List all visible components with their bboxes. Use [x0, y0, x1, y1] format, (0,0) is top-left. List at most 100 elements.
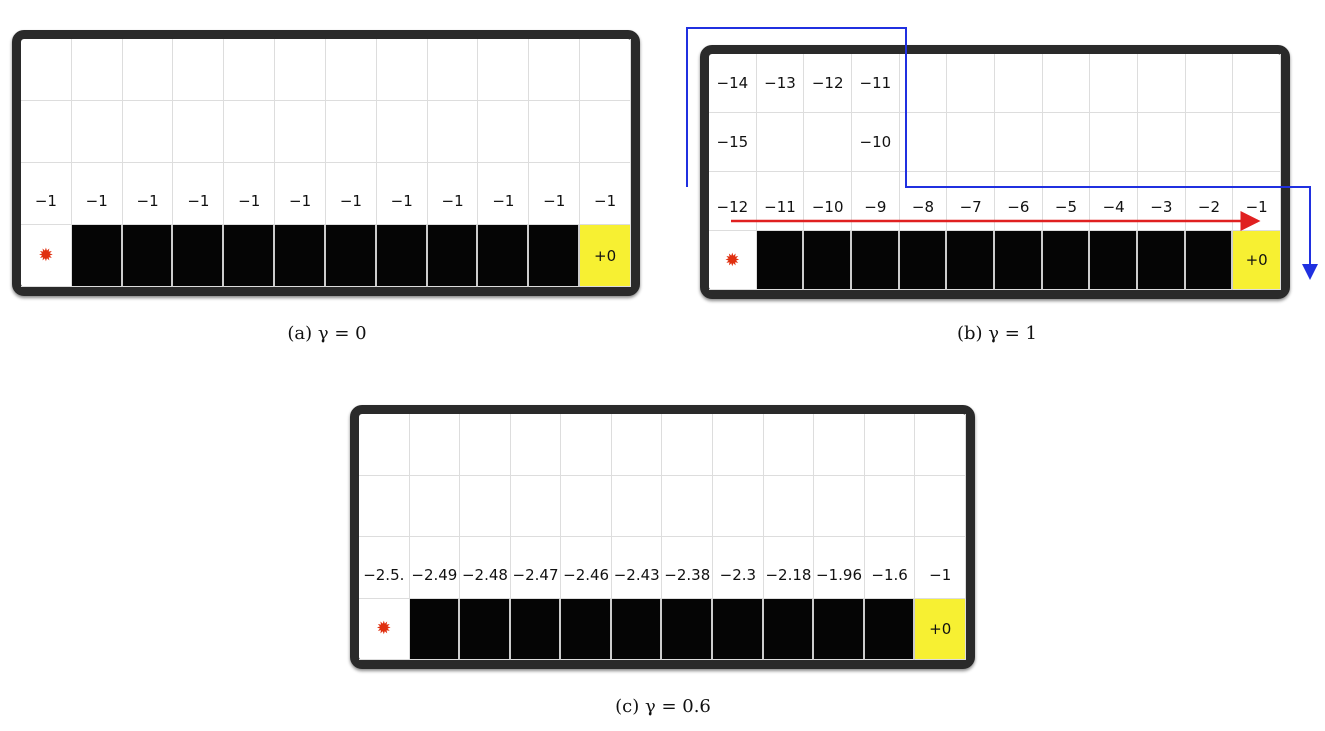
value-cell — [409, 414, 461, 476]
cliff-cell — [713, 598, 764, 660]
value-cell — [580, 39, 631, 101]
value-cell: −2.49 — [409, 537, 461, 599]
value-cell — [915, 414, 966, 476]
cliff-cell — [122, 225, 174, 287]
value-cell: −5 — [1042, 172, 1091, 231]
value-cell — [21, 39, 72, 101]
value-cell — [359, 475, 410, 537]
cliff-cell — [864, 598, 916, 660]
value-cell — [376, 101, 428, 163]
grid: −14 −13 −12 −11 −15 −10 −12 −11 −10 −9 −8 −7 −6 −5 −4−… — [709, 54, 1281, 290]
value-cell: −15 — [709, 113, 757, 172]
value-cell — [325, 39, 377, 101]
value-cell — [71, 101, 123, 163]
cliff-cell — [947, 231, 995, 290]
value-cell: −1 — [580, 163, 631, 225]
value-cell — [814, 414, 865, 476]
value-cell: −1 — [173, 163, 225, 225]
value-cell — [173, 39, 225, 101]
value-cell: −1 — [376, 163, 428, 225]
cliff-cell — [756, 231, 805, 290]
value-cell — [1185, 54, 1234, 113]
value-cell — [995, 113, 1043, 172]
cliff-cell — [427, 225, 479, 287]
cliff-cell — [478, 225, 530, 287]
cliff-cell — [852, 231, 900, 290]
cliff-cell — [1042, 231, 1091, 290]
value-cell: −1 — [275, 163, 326, 225]
panel-b-grid: −14 −13 −12 −11 −15 −10 −12 −11 −10 −9 −8 −7 −6 −5 −4−… — [700, 45, 1290, 299]
cliff-cell — [1138, 231, 1186, 290]
value-cell — [529, 39, 581, 101]
value-cell — [1090, 113, 1138, 172]
value-cell — [763, 414, 815, 476]
cliff-cell — [1090, 231, 1138, 290]
cliff-cell — [529, 225, 581, 287]
value-cell: −11 — [756, 172, 805, 231]
value-cell — [899, 54, 948, 113]
value-cell — [427, 101, 479, 163]
value-cell: −1 — [915, 537, 966, 599]
value-cell — [561, 414, 612, 476]
value-cell: −6 — [995, 172, 1043, 231]
value-cell: −14 — [709, 54, 757, 113]
value-cell: −8 — [899, 172, 948, 231]
value-cell — [899, 113, 948, 172]
cliff-cell — [460, 598, 511, 660]
value-cell — [510, 475, 562, 537]
cliff-cell — [763, 598, 815, 660]
value-cell — [915, 475, 966, 537]
caption-a: (a) γ = 0 — [287, 323, 367, 344]
value-cell — [173, 101, 225, 163]
cliff-cell — [224, 225, 276, 287]
value-cell — [1233, 113, 1281, 172]
goal-cell: +0 — [580, 225, 631, 287]
value-cell: −2.3 — [713, 537, 764, 599]
cliff-cell — [804, 231, 852, 290]
caption-b: (b) γ = 1 — [956, 323, 1038, 344]
value-cell — [427, 39, 479, 101]
value-cell — [1138, 113, 1186, 172]
cliff-cell — [510, 598, 562, 660]
value-cell — [713, 475, 764, 537]
value-cell: −7 — [947, 172, 995, 231]
value-cell: −1 — [21, 163, 72, 225]
cliff-cell — [409, 598, 461, 660]
panel-a-grid: −1 −1 −1 −1 −1 −1 −1 −1 −1 −1 −1 −1 ✹ +0 — [12, 30, 640, 296]
value-cell — [376, 39, 428, 101]
turtle-icon: ✹ — [21, 225, 72, 287]
value-cell: −10 — [852, 113, 900, 172]
value-cell — [409, 475, 461, 537]
value-cell — [21, 101, 72, 163]
value-cell — [510, 414, 562, 476]
value-cell: −12 — [709, 172, 757, 231]
value-cell — [995, 54, 1043, 113]
value-cell — [460, 475, 511, 537]
value-cell: −2.46 — [561, 537, 612, 599]
value-cell — [611, 475, 663, 537]
value-cell — [478, 39, 530, 101]
value-cell — [713, 414, 764, 476]
value-cell: −9 — [852, 172, 900, 231]
value-cell — [275, 39, 326, 101]
cliff-cell — [275, 225, 326, 287]
cliff-cell — [561, 598, 612, 660]
value-cell — [1138, 54, 1186, 113]
value-cell: −10 — [804, 172, 852, 231]
cliff-cell — [173, 225, 225, 287]
grid: −2.5. −2.49 −2.48 −2.47 −2.46 −2.43 −2.38 −2.3−… — [359, 414, 966, 660]
value-cell — [662, 475, 714, 537]
value-cell: −1 — [122, 163, 174, 225]
cliff-cell — [376, 225, 428, 287]
value-cell — [1090, 54, 1138, 113]
cliff-cell — [899, 231, 948, 290]
value-cell: −1.96 — [814, 537, 865, 599]
value-cell: −2.48 — [460, 537, 511, 599]
value-cell: −1 — [478, 163, 530, 225]
value-cell — [1042, 113, 1091, 172]
value-cell: −1 — [1233, 172, 1281, 231]
value-cell — [275, 101, 326, 163]
value-cell — [611, 414, 663, 476]
value-cell: −2 — [1185, 172, 1234, 231]
value-cell: −13 — [756, 54, 805, 113]
